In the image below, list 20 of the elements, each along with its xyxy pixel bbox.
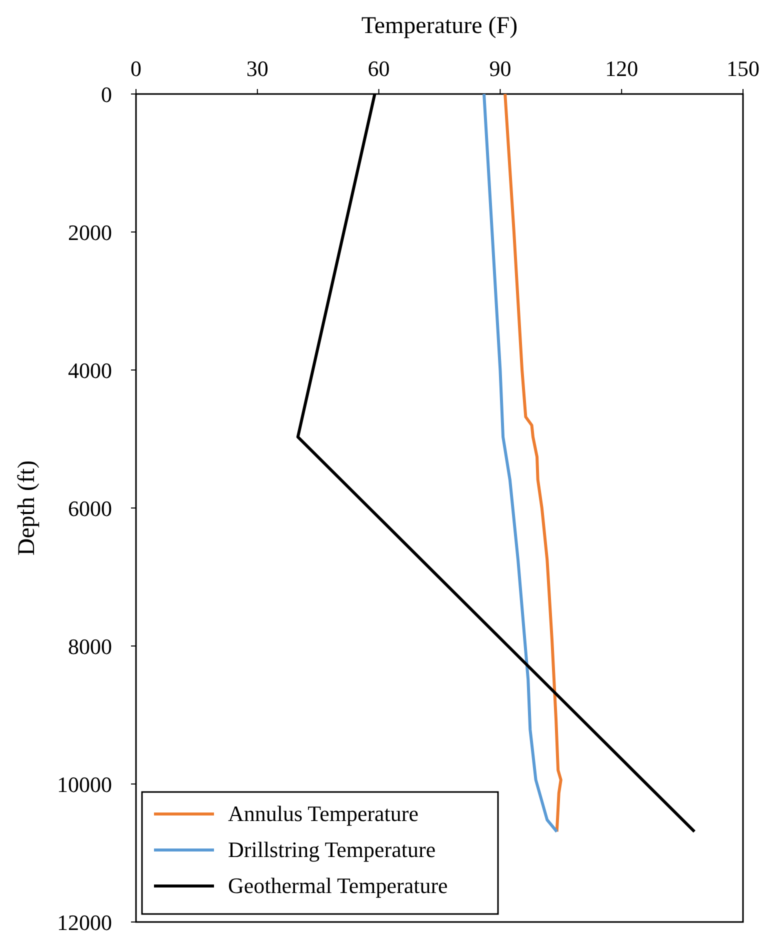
- x-tick-label: 0: [130, 56, 142, 81]
- y-tick-label: 0: [101, 82, 112, 107]
- x-axis-title: Temperature (F): [361, 13, 518, 39]
- y-axis-title: Depth (ft): [14, 460, 40, 556]
- x-tick-label: 60: [368, 56, 390, 81]
- y-tick-label: 4000: [68, 358, 112, 383]
- legend-label: Geothermal Temperature: [228, 873, 448, 898]
- x-tick-label: 90: [489, 56, 512, 81]
- line-series: [504, 92, 562, 834]
- y-tick-label: 2000: [68, 220, 112, 245]
- legend-label: Drillstring Temperature: [228, 837, 436, 862]
- y-tick-label: 6000: [68, 496, 112, 521]
- y-tick-label: 12000: [57, 910, 112, 935]
- y-tick-label: 10000: [57, 772, 112, 797]
- legend-label: Annulus Temperature: [228, 801, 419, 826]
- x-tick-label: 150: [726, 56, 760, 81]
- x-tick-label: 120: [605, 56, 638, 81]
- x-tick-label: 30: [246, 56, 268, 81]
- line-series: [482, 92, 558, 834]
- y-tick-label: 8000: [68, 634, 112, 659]
